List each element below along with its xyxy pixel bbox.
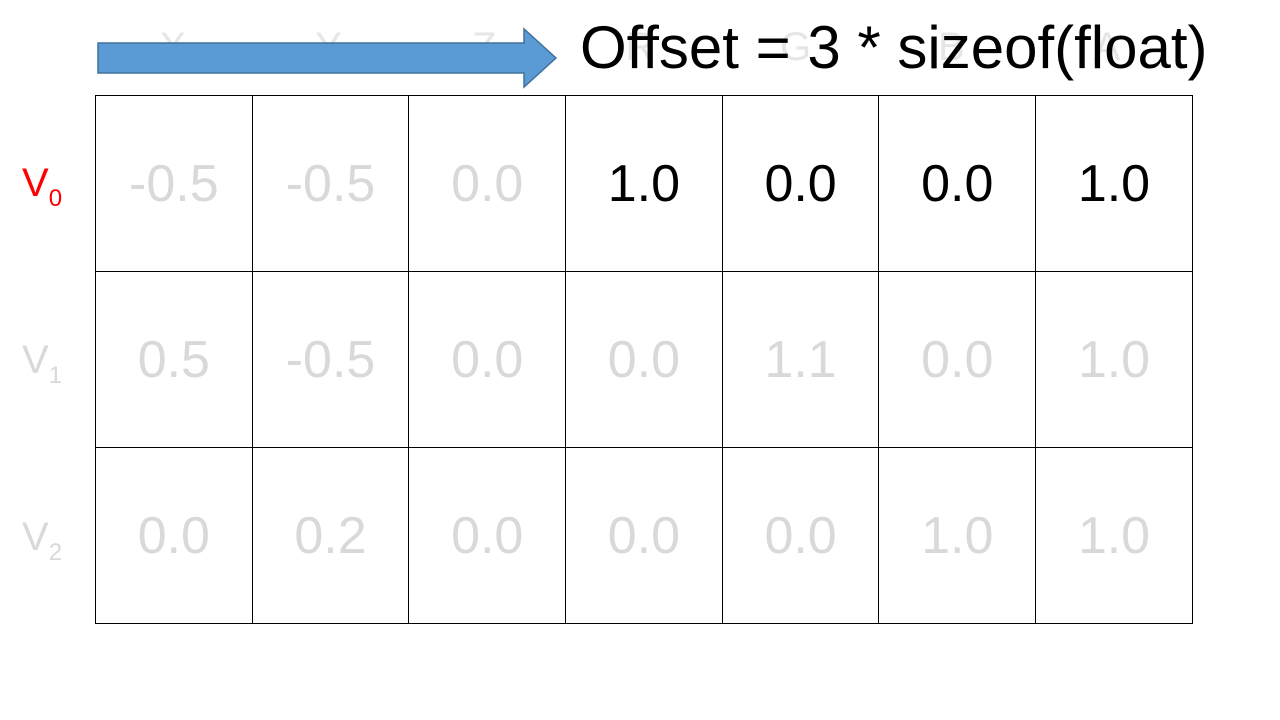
table-cell: 0.0	[95, 447, 253, 624]
vertex-table: -0.5 -0.5 0.0 1.0 0.0 0.0 1.0 0.5 -0.5 0…	[95, 95, 1193, 624]
table-cell: 1.0	[878, 447, 1037, 624]
table-cell: 0.0	[408, 271, 567, 448]
table-cell: 1.0	[1035, 271, 1193, 448]
row-label-v0: V0	[22, 161, 63, 212]
table-cell: 0.0	[565, 271, 723, 448]
table-cell: 0.0	[878, 95, 1037, 272]
table-row-v1: 0.5 -0.5 0.0 0.0 1.1 0.0 1.0	[95, 271, 1193, 448]
table-cell: -0.5	[251, 95, 410, 272]
offset-title: Offset = 3 * sizeof(float)	[580, 14, 1208, 81]
column-header-a: A	[1093, 25, 1121, 69]
table-cell: 0.0	[408, 95, 567, 272]
table-row-v2: 0.0 0.2 0.0 0.0 0.0 1.0 1.0	[95, 447, 1193, 624]
table-cell: 1.0	[565, 95, 723, 272]
row-label-v2: V2	[22, 515, 63, 566]
table-cell: 1.0	[1035, 447, 1193, 624]
table-cell: 1.1	[721, 271, 880, 448]
table-cell: 1.0	[1035, 95, 1193, 272]
table-cell: 0.0	[408, 447, 567, 624]
table-cell: 0.0	[721, 447, 880, 624]
table-cell: -0.5	[95, 95, 253, 272]
column-header-b: B	[937, 25, 965, 69]
table-cell: 0.5	[95, 271, 253, 448]
table-cell: -0.5	[251, 271, 410, 448]
column-header-r: R	[625, 25, 655, 69]
table-cell: 0.0	[721, 95, 880, 272]
table-cell: 0.2	[251, 447, 410, 624]
row-label-v1: V1	[22, 338, 63, 389]
table-row-v0: -0.5 -0.5 0.0 1.0 0.0 0.0 1.0	[95, 95, 1193, 272]
column-headers: X Y Z R G B A	[95, 22, 1185, 72]
table-cell: 0.0	[565, 447, 723, 624]
column-header-g: G	[780, 25, 812, 69]
table-cell: 0.0	[878, 271, 1037, 448]
offset-arrow-icon	[97, 27, 558, 89]
